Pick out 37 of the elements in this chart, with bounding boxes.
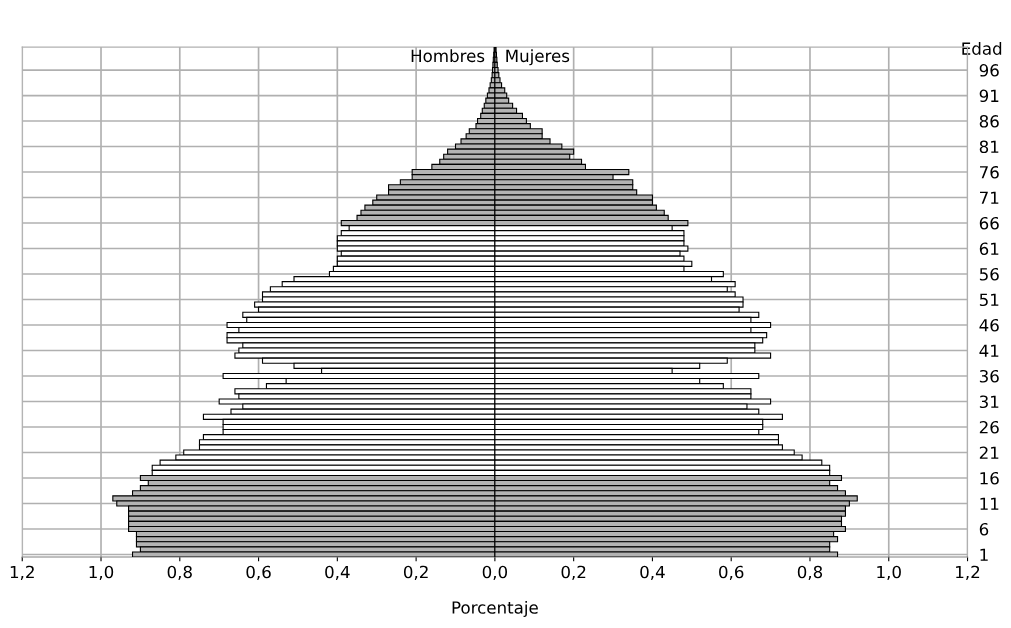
y-tick-label: 21: [979, 446, 999, 459]
y-tick-label: 31: [979, 395, 999, 409]
y-tick-label: 91: [979, 89, 999, 103]
y-tick-label: 6: [979, 522, 989, 536]
x-tick-label: 0,6: [246, 565, 271, 580]
y-tick-label: 71: [980, 191, 999, 204]
y-tick-label: 26: [979, 420, 999, 434]
y-tick-label: 56: [979, 267, 999, 281]
y-tick-label: 46: [979, 318, 999, 332]
y-tick-label: 11: [980, 497, 999, 510]
x-tick-label: 0,8: [167, 565, 192, 580]
y-tick-label: 16: [980, 471, 999, 485]
x-tick-label: 0,0: [482, 565, 508, 580]
y-tick-label: 81: [979, 140, 999, 154]
x-axis-title: Porcentaje: [452, 600, 538, 618]
x-tick-label: 0,4: [325, 565, 350, 580]
x-tick-label: 0,4: [640, 565, 665, 580]
x-tick-label: 1,2: [956, 565, 980, 580]
y-tick-label: 1: [980, 548, 988, 561]
x-tick-label: 1,0: [877, 565, 901, 580]
y-tick-label: 86: [979, 115, 999, 128]
y-axis-title: Edad: [962, 42, 1002, 55]
y-tick-label: 41: [979, 344, 999, 357]
y-tick-label: 61: [979, 242, 999, 256]
y-tick-label: 66: [979, 216, 999, 230]
x-tick-label: 0,8: [797, 565, 823, 580]
y-tick-label: 96: [979, 64, 999, 77]
x-tick-label: 0,2: [403, 565, 428, 580]
y-tick-label: 76: [980, 166, 999, 179]
x-tick-label: 1,0: [89, 565, 114, 580]
x-tick-label: 0,2: [561, 565, 586, 580]
series-label: Hombres: [411, 49, 485, 63]
x-tick-label: 1,2: [10, 565, 34, 580]
x-tick-label: 0,6: [719, 565, 744, 580]
series-label: Mujeres: [506, 49, 570, 66]
y-tick-label: 36: [979, 369, 999, 383]
y-tick-label: 51: [979, 293, 999, 307]
